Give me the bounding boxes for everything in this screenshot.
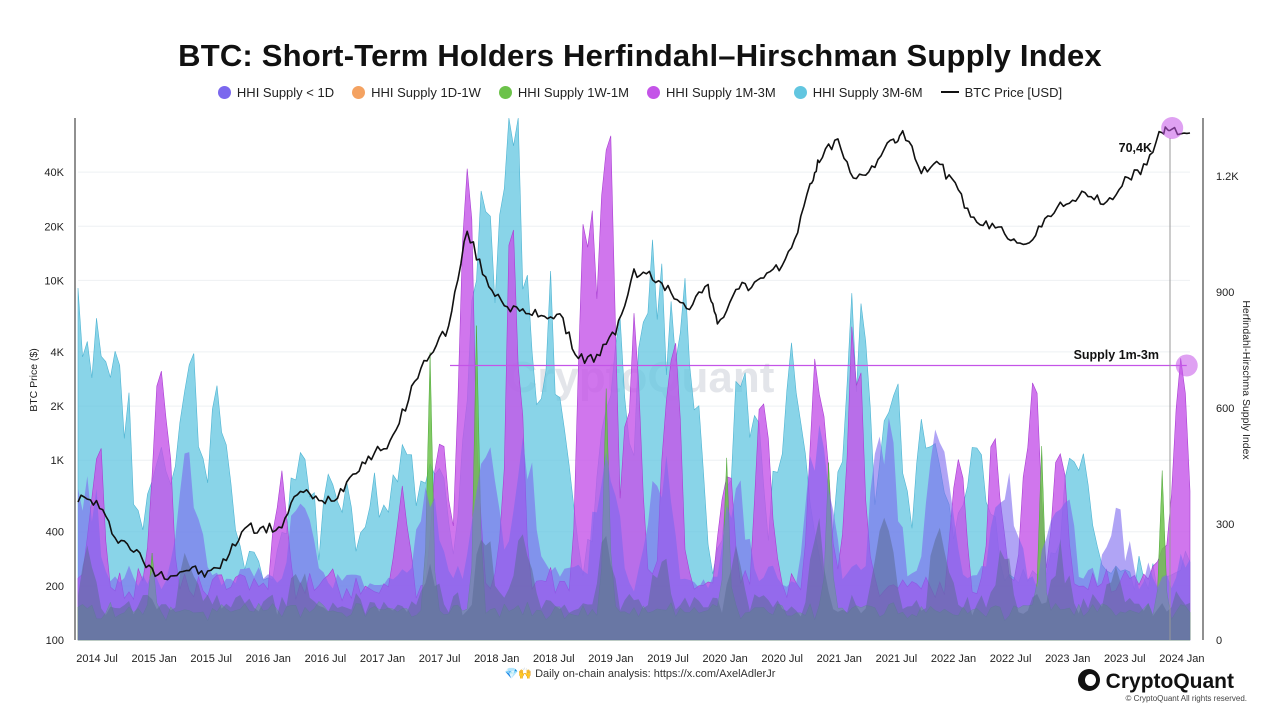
x-tick-label: 2015 Jul: [190, 653, 232, 665]
chart-legend: HHI Supply < 1D HHI Supply 1D-1W HHI Suppl…: [0, 84, 1280, 100]
y-right-ticks: 0 300 600 900 1.2K: [1216, 171, 1239, 647]
legend-item[interactable]: HHI Supply < 1D: [217, 85, 335, 101]
copyright: © CryptoQuant All rights reserved.: [1125, 694, 1248, 703]
legend-label: HHI Supply 1M-3M: [665, 85, 776, 101]
footer-text: Daily on-chain analysis: https://x.com/A…: [535, 668, 776, 680]
x-tick-label: 2018 Jul: [533, 653, 575, 665]
price-line-group: [77, 126, 1191, 581]
legend-marker: [498, 86, 512, 100]
price-peak-marker: [1161, 116, 1184, 139]
legend-label: HHI Supply 3M-6M: [812, 85, 923, 101]
btc-price-line: [77, 126, 1191, 581]
y-left-ticks: 100 200 400 1K 2K 4K 10K 20K 40K: [44, 167, 64, 647]
supply-highlight-line: [450, 138, 1187, 640]
y-left-tick-label: 100: [46, 635, 64, 647]
legend-marker: [940, 91, 959, 94]
legend-item[interactable]: HHI Supply 1M-3M: [646, 85, 776, 101]
legend-item[interactable]: HHI Supply 1D-1W: [352, 85, 481, 100]
y-right-axis-title: Herfindahl-Hirschma Supply Index: [1240, 300, 1252, 460]
y-left-tick-label: 20K: [44, 221, 64, 233]
y-left-tick-label: 400: [46, 527, 64, 539]
x-tick-label: 2015 Jan: [131, 653, 176, 665]
legend-item[interactable]: BTC Price [USD]: [940, 85, 1063, 101]
legend-label: HHI Supply < 1D: [236, 85, 335, 101]
x-tick-label: 2014 Jul: [76, 653, 118, 665]
y-right-tick-label: 600: [1216, 403, 1234, 415]
footer-note: 💎🙌 Daily on-chain analysis: https://x.co…: [0, 667, 1280, 680]
legend-marker: [352, 86, 366, 100]
y-left-tick-label: 2K: [51, 401, 65, 413]
y-left-tick-label: 200: [46, 581, 64, 593]
y-left-axis-title: BTC Price ($): [28, 348, 40, 412]
x-tick-label: 2016 Jul: [305, 653, 347, 665]
y-left-tick-label: 4K: [51, 347, 65, 359]
brand-logo[interactable]: CryptoQuant: [1077, 669, 1234, 694]
y-right-tick-label: 300: [1216, 519, 1234, 531]
x-tick-label: 2020 Jan: [702, 653, 747, 665]
x-tick-label: 2018 Jan: [474, 653, 519, 665]
x-axis-ticks: 2014 Jul 2015 Jan 2015 Jul 2016 Jan 2016 Jul…: [76, 653, 1204, 665]
y-left-tick-label: 10K: [44, 275, 64, 287]
x-tick-label: 2020 Jul: [761, 653, 803, 665]
x-tick-label: 2023 Jul: [1104, 653, 1146, 665]
legend-marker: [646, 86, 660, 100]
cryptoquant-logo-icon: [1077, 669, 1100, 691]
y-left-tick-label: 40K: [44, 167, 64, 179]
area-hhi-lt-1d: [78, 417, 1190, 640]
price-peak-label: 70,4K: [1119, 141, 1152, 155]
highlight-markers: [1161, 116, 1198, 377]
legend-marker: [793, 86, 807, 100]
x-tick-label: 2019 Jan: [588, 653, 633, 665]
supply-peak-marker: [1175, 354, 1198, 377]
x-tick-label: 2017 Jul: [419, 653, 461, 665]
x-tick-label: 2024 Jan: [1159, 653, 1204, 665]
legend-item[interactable]: HHI Supply 3M-6M: [793, 85, 923, 101]
legend-label: HHI Supply 1W-1M: [517, 85, 629, 101]
footer-icons: 💎🙌: [504, 668, 533, 680]
x-tick-label: 2021 Jul: [876, 653, 918, 665]
x-tick-label: 2021 Jan: [817, 653, 862, 665]
area-hhi-1d-1w: [78, 517, 1190, 640]
hhi-areas: [77, 117, 1191, 641]
x-tick-label: 2023 Jan: [1045, 653, 1090, 665]
x-tick-label: 2019 Jul: [647, 653, 689, 665]
y-right-tick-label: 900: [1216, 287, 1234, 299]
legend-marker: [217, 86, 231, 100]
x-tick-label: 2022 Jul: [990, 653, 1032, 665]
brand-name: CryptoQuant: [1105, 670, 1234, 693]
x-tick-label: 2017 Jan: [360, 653, 405, 665]
legend-item[interactable]: HHI Supply 1W-1M: [498, 85, 629, 101]
axes: [74, 118, 1204, 640]
y-right-tick-label: 0: [1216, 635, 1222, 647]
legend-label: BTC Price [USD]: [964, 85, 1063, 101]
legend-label: HHI Supply 1D-1W: [371, 85, 481, 101]
chart-title: BTC: Short-Term Holders Herfindahl–Hirsc…: [178, 38, 1102, 73]
x-tick-label: 2016 Jan: [246, 653, 291, 665]
x-tick-label: 2022 Jan: [931, 653, 976, 665]
supply-1m-3m-label: Supply 1m-3m: [1074, 348, 1159, 362]
y-right-tick-label: 1.2K: [1216, 171, 1239, 183]
y-left-tick-label: 1K: [51, 455, 65, 467]
